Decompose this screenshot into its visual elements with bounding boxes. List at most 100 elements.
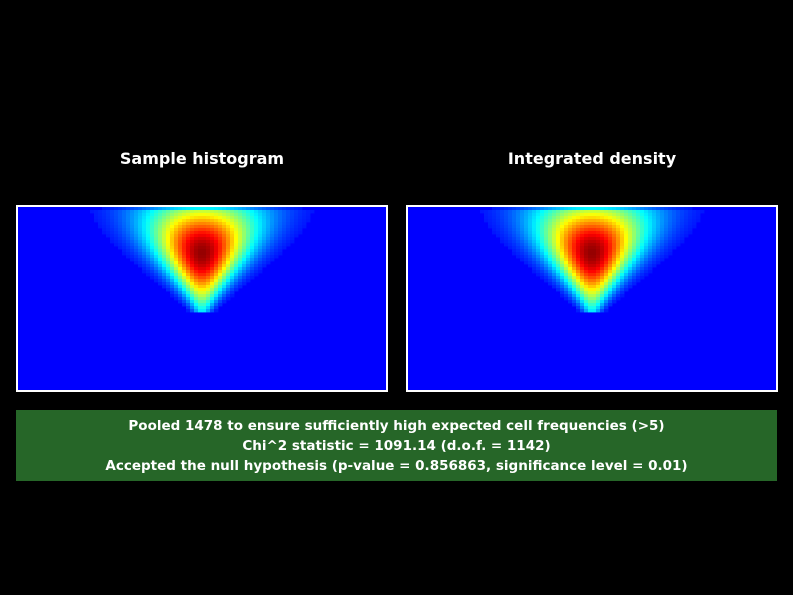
heatmap-cell [182, 300, 187, 304]
heatmap-cell [174, 291, 179, 295]
heatmap-cell [234, 276, 239, 280]
heatmap-cell [492, 210, 497, 214]
heatmap-cell [600, 285, 605, 289]
heatmap-cell [608, 255, 613, 259]
heatmap-cell [246, 216, 251, 220]
heatmap-cell [194, 225, 199, 229]
heatmap-cell [644, 234, 649, 238]
heatmap-cell [580, 222, 585, 226]
heatmap-cell [620, 279, 625, 283]
heatmap-cell [198, 285, 203, 289]
heatmap-cell [564, 255, 569, 259]
heatmap-cell [576, 264, 581, 268]
heatmap-cell [262, 258, 267, 262]
heatmap-cell [648, 264, 653, 268]
heatmap-cell [262, 252, 267, 256]
heatmap-cell [138, 225, 143, 229]
heatmap-cell [584, 294, 589, 298]
heatmap-cell [524, 216, 529, 220]
heatmap-cell [258, 216, 263, 220]
heatmap-cell [242, 255, 247, 259]
heatmap-cell [600, 270, 605, 274]
heatmap-cell [270, 231, 275, 235]
heatmap-cell [246, 243, 251, 247]
heatmap-cell [266, 216, 271, 220]
heatmap-cell [182, 213, 187, 217]
heatmap-cell [612, 234, 617, 238]
heatmap-cell [680, 216, 685, 220]
heatmap-cell [174, 288, 179, 292]
heatmap-cell [162, 273, 167, 277]
heatmap-cell [110, 234, 115, 238]
heatmap-cell [194, 216, 199, 220]
heatmap-cell [114, 237, 119, 241]
heatmap-cell [504, 225, 509, 229]
heatmap-cell [516, 252, 521, 256]
heatmap-cell [544, 273, 549, 277]
heatmap-cell [600, 297, 605, 301]
heatmap-cell [178, 228, 183, 232]
heatmap-cell [636, 264, 641, 268]
heatmap-cell [158, 231, 163, 235]
heatmap-cell [114, 225, 119, 229]
heatmap-cell [544, 240, 549, 244]
heatmap-cell [660, 240, 665, 244]
heatmap-cell [250, 207, 255, 211]
heatmap-cell [166, 285, 171, 289]
heatmap-cell [286, 210, 291, 214]
heatmap-cell [238, 258, 243, 262]
heatmap-cell [632, 279, 637, 283]
heatmap-cell [632, 243, 637, 247]
heatmap-cell [572, 252, 577, 256]
heatmap-cell [238, 228, 243, 232]
heatmap-cell [576, 225, 581, 229]
heatmap-cell [680, 240, 685, 244]
heatmap-cell [178, 264, 183, 268]
heatmap-cell [162, 228, 167, 232]
heatmap-cell [138, 240, 143, 244]
heatmap-cell [182, 240, 187, 244]
heatmap-cell [572, 297, 577, 301]
heatmap-cell [162, 240, 167, 244]
heatmap-cell [230, 276, 235, 280]
heatmap-cell [584, 216, 589, 220]
heatmap-cell [294, 213, 299, 217]
heatmap-cell [282, 246, 287, 250]
heatmap-cell [564, 207, 569, 211]
heatmap-cell [644, 210, 649, 214]
heatmap-cell [110, 225, 115, 229]
heatmap-cell [94, 213, 99, 217]
heatmap-cell [556, 249, 561, 253]
heatmap-cell [190, 228, 195, 232]
heatmap-cell [680, 222, 685, 226]
heatmap-cell [608, 282, 613, 286]
heatmap-cell [198, 267, 203, 271]
heatmap-cell [532, 261, 537, 265]
heatmap-cell [214, 279, 219, 283]
heatmap-cell [532, 240, 537, 244]
heatmap-cell [210, 210, 215, 214]
heatmap-cell [222, 288, 227, 292]
heatmap-cell [652, 246, 657, 250]
heatmap-cell [572, 282, 577, 286]
heatmap-cell [560, 261, 565, 265]
heatmap-cell [238, 225, 243, 229]
heatmap-cell [130, 246, 135, 250]
heatmap-cell [194, 222, 199, 226]
heatmap-cell [278, 234, 283, 238]
heatmap-cell [652, 207, 657, 211]
heatmap-cell [580, 261, 585, 265]
heatmap-cell [508, 225, 513, 229]
heatmap-cell [532, 264, 537, 268]
heatmap-cell [198, 258, 203, 262]
heatmap-cell [258, 258, 263, 262]
heatmap-cell [616, 255, 621, 259]
heatmap-cell [552, 216, 557, 220]
heatmap-cell [166, 216, 171, 220]
heatmap-cell [218, 243, 223, 247]
heatmap-cell [604, 210, 609, 214]
heatmap-cell [190, 288, 195, 292]
heatmap-cell [596, 210, 601, 214]
heatmap-cell [166, 267, 171, 271]
heatmap-cell [576, 300, 581, 304]
